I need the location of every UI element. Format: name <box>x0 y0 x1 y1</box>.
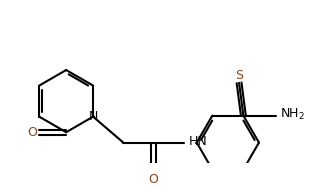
Text: S: S <box>235 69 243 82</box>
Text: O: O <box>27 126 37 139</box>
Text: NH$_2$: NH$_2$ <box>280 107 305 122</box>
Text: N: N <box>88 110 98 123</box>
Text: O: O <box>149 173 159 186</box>
Text: HN: HN <box>189 135 208 148</box>
